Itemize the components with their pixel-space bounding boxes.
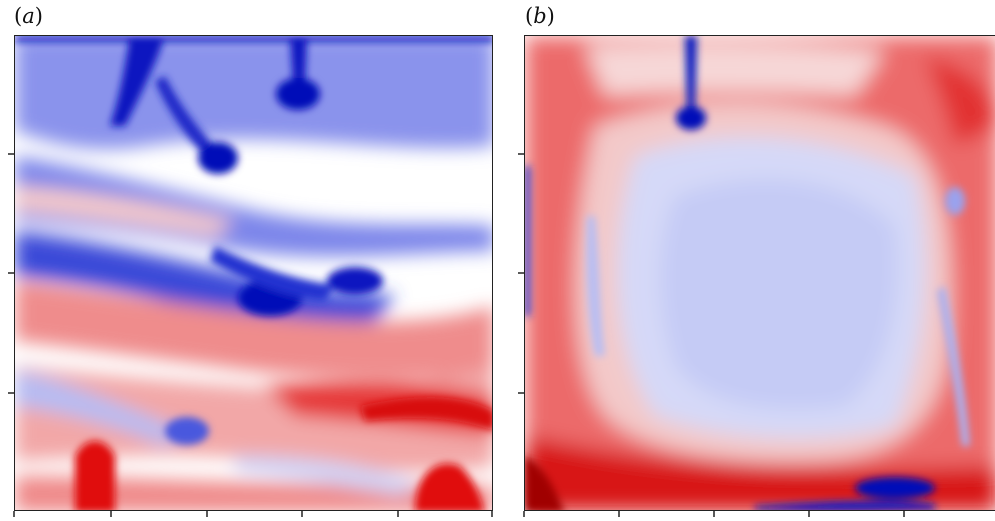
panel-a-field (14, 35, 493, 511)
panel-a-image (15, 36, 492, 510)
bottom-ticks-a (13, 511, 493, 517)
bottom-ticks-b (523, 511, 905, 517)
panel-b-field (524, 35, 995, 511)
panel-a-label: (a) (14, 4, 43, 28)
left-ticks-b (518, 153, 524, 394)
left-ticks-a (8, 153, 14, 394)
panel-b-image (525, 36, 995, 510)
panel-b-label: (b) (525, 4, 555, 28)
